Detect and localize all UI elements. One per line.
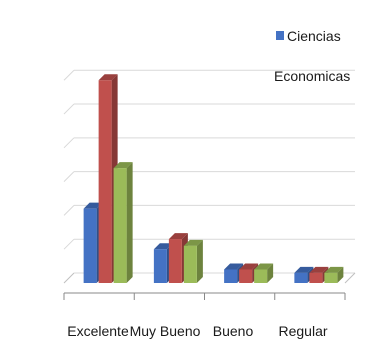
bar-front (324, 272, 338, 283)
bar-top (83, 202, 103, 209)
bar-front (83, 208, 97, 283)
bar-top (324, 266, 344, 273)
bar-front (224, 269, 238, 283)
bar (183, 239, 203, 283)
x-tick-label: Excelente (67, 323, 129, 339)
x-tick-label: Regular (278, 323, 327, 339)
bar-top (168, 233, 188, 240)
bar-top (224, 263, 244, 270)
bar (113, 162, 133, 283)
legend-label-line2: Economicas (274, 68, 350, 84)
bar-front (309, 272, 323, 283)
bar-top (183, 239, 203, 246)
gridline-side (63, 238, 75, 250)
gridline-side (63, 103, 75, 115)
bar-top (113, 162, 133, 169)
bar-top (309, 266, 329, 273)
gridline-side (63, 69, 75, 81)
bar-front (239, 269, 253, 283)
bar-front (294, 272, 308, 283)
bar (254, 263, 274, 283)
gridline-side (63, 137, 75, 149)
legend-swatch (276, 31, 284, 40)
legend: Ciencias Economicas (274, 28, 350, 84)
legend-label-line1: Ciencias (287, 28, 341, 44)
x-tick-label: Bueno (213, 323, 254, 339)
bars (83, 74, 344, 283)
bar-top (254, 263, 274, 270)
bar-side (126, 162, 133, 283)
floor-edge (63, 272, 75, 284)
bar-front (153, 249, 167, 283)
bar-front (183, 245, 197, 283)
bar-top (153, 243, 173, 250)
bar-side (267, 263, 274, 283)
bar-side (196, 239, 203, 283)
x-axis-labels: Excelente Muy Bueno Bueno Regular (63, 293, 346, 339)
bar-top (98, 74, 118, 81)
bar (324, 266, 344, 283)
bar-top (294, 266, 314, 273)
bar-top (239, 263, 259, 270)
bar-front (254, 269, 268, 283)
bar-front (168, 239, 182, 283)
gridline-side (63, 171, 75, 182)
bar-front (98, 80, 112, 283)
bar-front (113, 168, 127, 283)
bar-side (337, 266, 344, 283)
x-tick-label: Muy Bueno (130, 323, 201, 339)
floor-edge-right (344, 272, 356, 284)
gridline-side (63, 205, 75, 216)
